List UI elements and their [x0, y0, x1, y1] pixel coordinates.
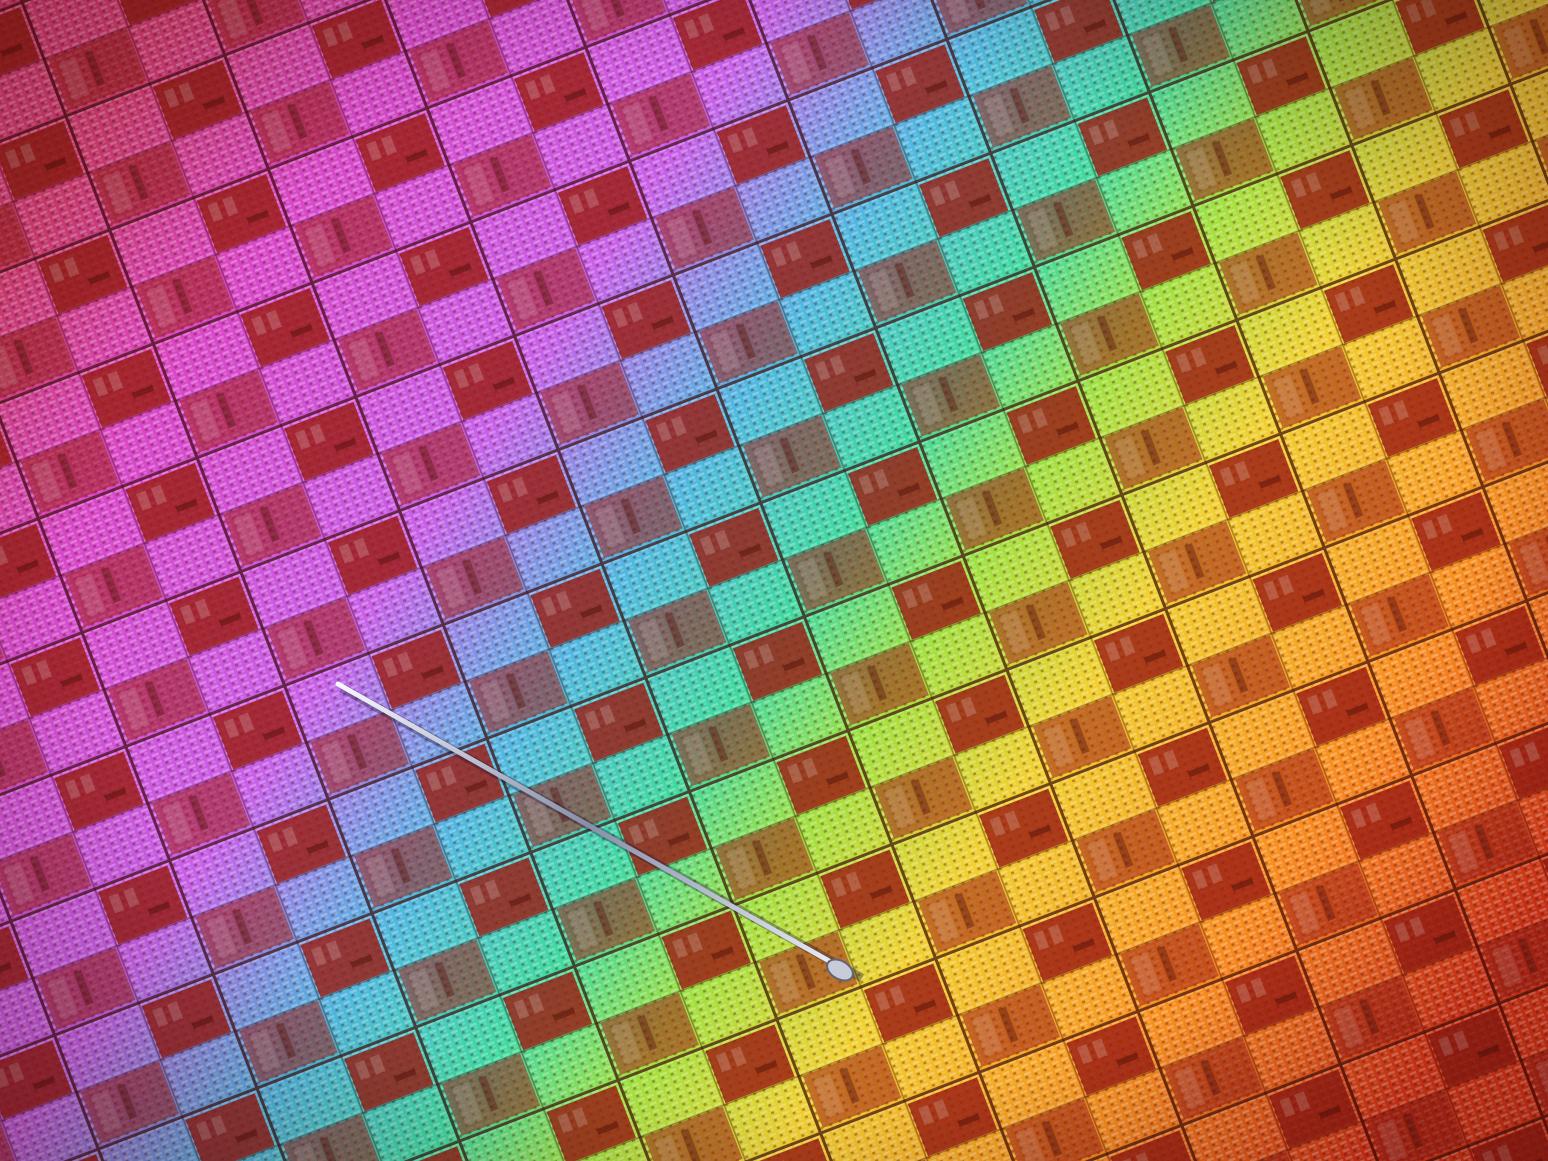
pin-head — [826, 958, 854, 982]
pin-shaft — [335, 681, 841, 969]
pin — [335, 681, 865, 982]
